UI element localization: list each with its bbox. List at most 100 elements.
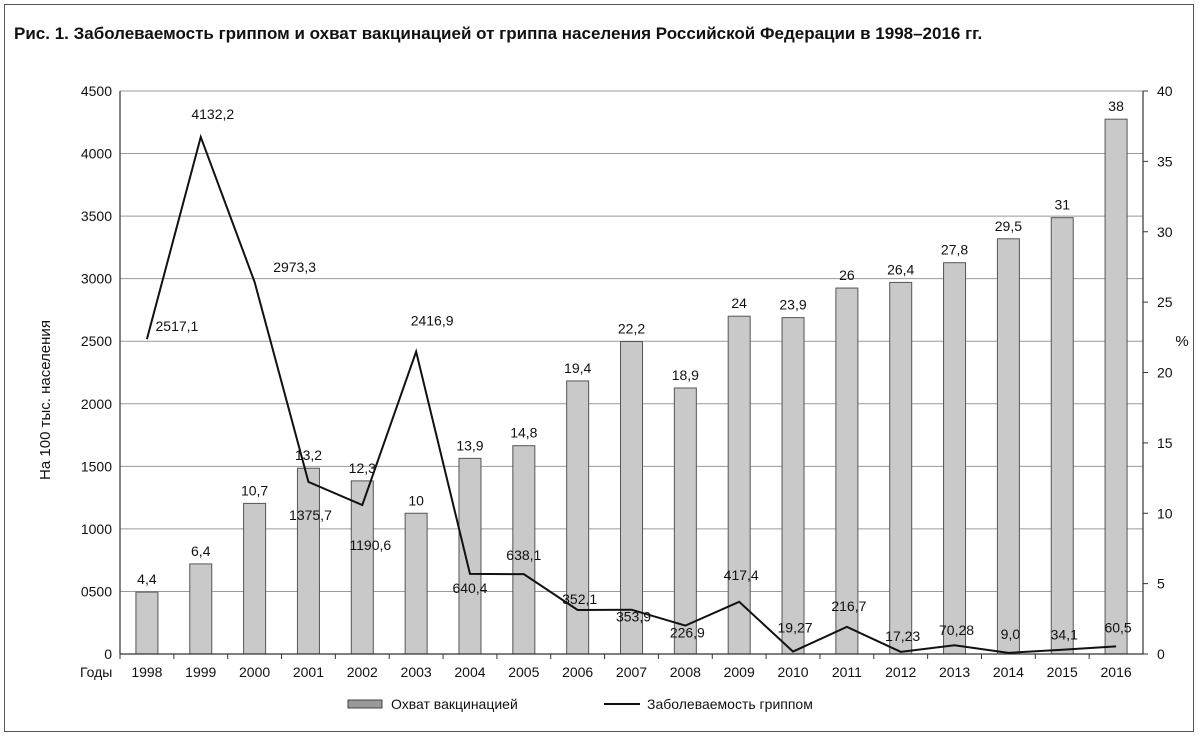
- x-tick-label: 2016: [1101, 664, 1132, 680]
- line-data-label: 417,4: [724, 567, 759, 583]
- y-left-tick-label: 4000: [81, 146, 112, 162]
- y-left-tick-label: 2500: [81, 333, 112, 349]
- x-tick-label: 2005: [508, 664, 539, 680]
- line-data-label: 2973,3: [273, 259, 316, 275]
- line-data-label: 1190,6: [349, 537, 391, 553]
- bar: [1104, 118, 1128, 655]
- y-right-tick-label: 10: [1157, 505, 1173, 521]
- line-data-label: 60,5: [1104, 619, 1131, 635]
- bar-data-label: 27,8: [941, 242, 968, 258]
- line-data-label: 70,28: [939, 622, 974, 638]
- line-data-label: 226,9: [670, 625, 705, 641]
- line-series: [145, 133, 1117, 654]
- x-tick-label: 1999: [185, 664, 216, 680]
- line-data-label: 17,23: [885, 628, 920, 644]
- y-left-tick-label: 1000: [81, 521, 112, 537]
- x-tick-label: 2004: [454, 664, 485, 680]
- y-right-tick-label: 25: [1157, 294, 1173, 310]
- y-right-tick-label: 20: [1157, 365, 1173, 381]
- bar-data-label: 10: [408, 492, 424, 508]
- line-data-label: 352,1: [562, 591, 597, 607]
- x-tick-label: 2002: [347, 664, 378, 680]
- bar: [566, 380, 590, 655]
- y-left-tick-label: 1500: [81, 458, 112, 474]
- x-tick-label: 2013: [939, 664, 970, 680]
- y-right-tick-label: 15: [1157, 435, 1173, 451]
- y-left-tick-label: 4500: [81, 83, 112, 99]
- y-left-tick-label: 0: [104, 646, 112, 662]
- legend-bar-swatch: [347, 699, 383, 709]
- bar-data-label: 4,4: [137, 571, 157, 587]
- x-tick-label: 2009: [724, 664, 755, 680]
- x-tick-label: 2011: [832, 664, 862, 680]
- line-data-label: 216,7: [831, 598, 866, 614]
- line-data-label: 353,9: [616, 609, 651, 625]
- y-left-tick-label: 3500: [81, 208, 112, 224]
- data-labels: 4,4 6,4 10,7 13,2 12,3 10 13,9 14,8 19,4 22,2 18,9…: [137, 98, 1132, 644]
- x-tick-label: 1998: [131, 664, 162, 680]
- x-tick-label: 2015: [1047, 664, 1078, 680]
- x-tick-label: 2008: [670, 664, 701, 680]
- legend-line-label: Заболеваемость гриппом: [647, 696, 813, 712]
- bar: [404, 512, 428, 655]
- legend: Охват вакцинацией Заболеваемость гриппом: [347, 696, 813, 712]
- y-right-tick-label: 40: [1157, 83, 1173, 99]
- line-data-label: 2517,1: [156, 318, 199, 334]
- line-data-label: 1375,7: [289, 507, 332, 523]
- bar: [727, 315, 751, 655]
- bar: [458, 457, 482, 655]
- bar: [996, 238, 1020, 655]
- legend-bar-label: Охват вакцинацией: [391, 696, 518, 712]
- bar: [1050, 217, 1074, 655]
- bar-data-label: 29,5: [995, 218, 1022, 234]
- bar: [781, 317, 805, 655]
- bar: [189, 563, 213, 655]
- x-tick-label: 2007: [616, 664, 647, 680]
- bar-data-label: 14,8: [510, 425, 537, 441]
- x-tick-label: 2014: [993, 664, 1024, 680]
- y-axis-left-title: На 100 тыс. населения: [37, 320, 54, 480]
- y-left-tick-label: 3000: [81, 271, 112, 287]
- x-axis-title: Годы: [80, 664, 112, 680]
- bar: [943, 262, 967, 655]
- bar-data-label: 38: [1108, 98, 1124, 114]
- line-data-label: 638,1: [506, 547, 541, 563]
- y-right-tick-label: 0: [1157, 646, 1165, 662]
- bar-data-label: 18,9: [672, 367, 699, 383]
- bar-data-label: 22,2: [618, 321, 645, 337]
- bar: [889, 281, 913, 655]
- y-right-tick-label: 35: [1157, 153, 1173, 169]
- bar-data-label: 19,4: [564, 360, 591, 376]
- axes: [119, 90, 1148, 659]
- x-tick-label: 2000: [239, 664, 270, 680]
- y-left-tick-label: 2000: [81, 396, 112, 412]
- x-tick-label: 2006: [562, 664, 593, 680]
- bar: [296, 467, 320, 655]
- bar-data-label: 13,2: [295, 447, 322, 463]
- line-data-label: 34,1: [1051, 627, 1078, 643]
- x-tick-label: 2001: [293, 664, 324, 680]
- bar-data-label: 23,9: [779, 297, 806, 313]
- y-right-tick-label: 5: [1157, 576, 1165, 592]
- x-tick-label: 2010: [777, 664, 808, 680]
- line-data-label: 640,4: [452, 580, 487, 596]
- chart-title: Рис. 1. Заболеваемость гриппом и охват в…: [14, 24, 983, 43]
- y-axis-right-title: %: [1175, 333, 1188, 350]
- bar-data-label: 13,9: [456, 437, 483, 453]
- line-data-label: 4132,2: [191, 106, 234, 122]
- bar-data-label: 12,3: [349, 460, 376, 476]
- bar-data-label: 31: [1054, 197, 1070, 213]
- bar-data-label: 26: [839, 267, 855, 283]
- bar-series: [135, 118, 1128, 655]
- bar: [620, 341, 643, 655]
- y-right-tick-label: 30: [1157, 224, 1173, 240]
- bar: [673, 387, 697, 655]
- line-data-label: 2416,9: [411, 313, 454, 329]
- bar-data-label: 6,4: [191, 543, 211, 559]
- bar-data-label: 10,7: [241, 482, 268, 498]
- bar: [243, 502, 267, 655]
- tick-labels: 0 0500 1000 1500 2000 2500 3000 3500 4000 4500 0 5 1…: [81, 83, 1173, 680]
- bar: [350, 480, 374, 655]
- y-left-tick-label: 0500: [81, 583, 112, 599]
